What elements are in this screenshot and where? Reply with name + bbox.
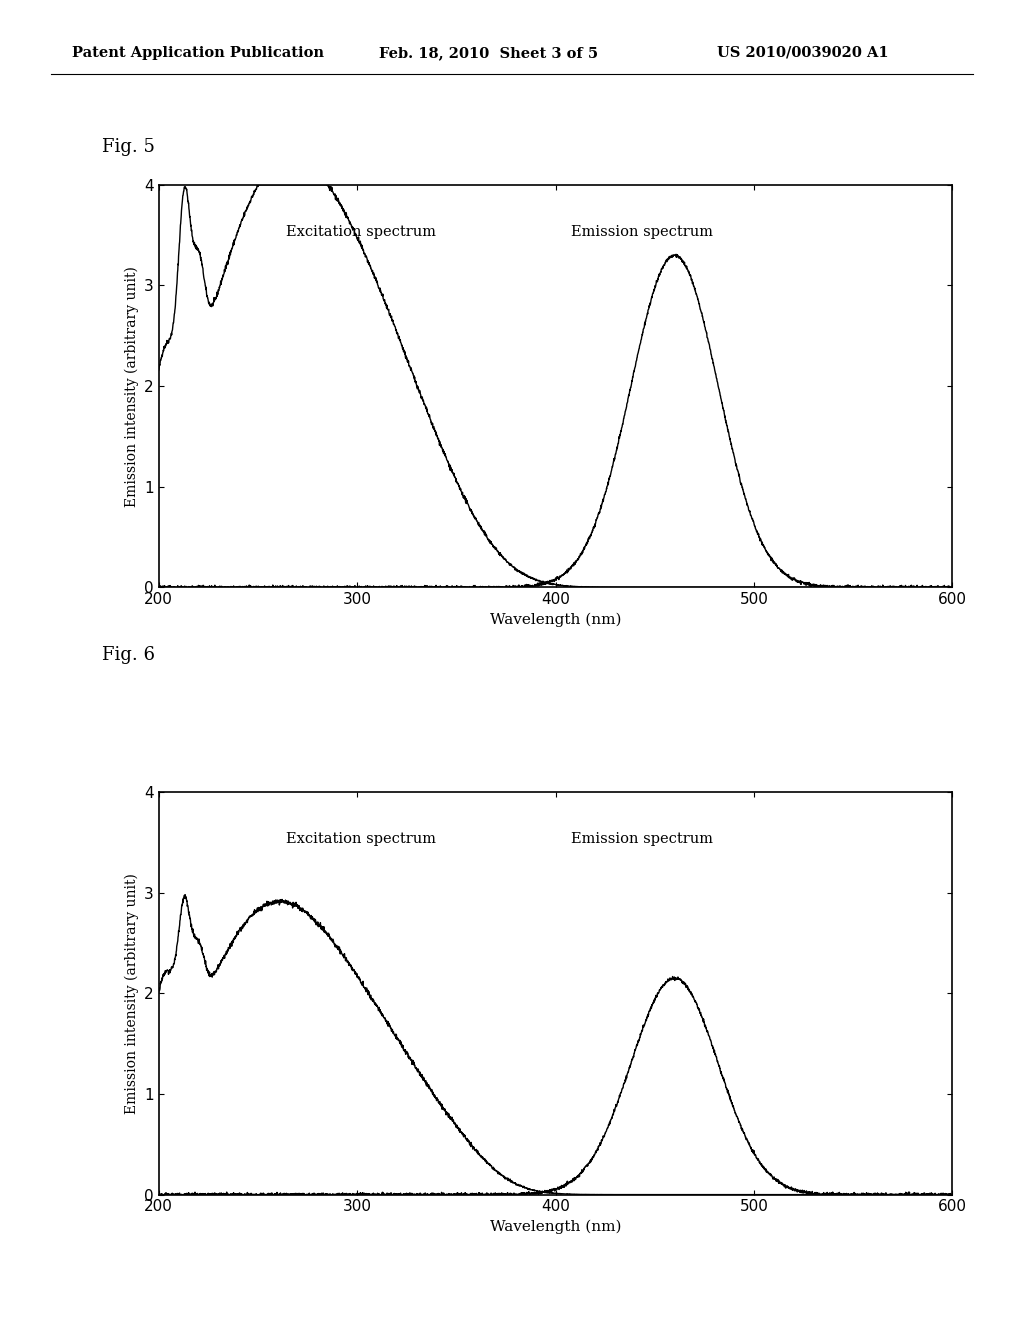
Text: Emission spectrum: Emission spectrum [571,833,714,846]
Text: Emission spectrum: Emission spectrum [571,224,714,239]
Text: US 2010/0039020 A1: US 2010/0039020 A1 [717,46,889,59]
Text: Excitation spectrum: Excitation spectrum [286,224,435,239]
X-axis label: Wavelength (nm): Wavelength (nm) [489,1220,622,1234]
Text: Feb. 18, 2010  Sheet 3 of 5: Feb. 18, 2010 Sheet 3 of 5 [379,46,598,59]
Text: Excitation spectrum: Excitation spectrum [286,833,435,846]
Y-axis label: Emission intensity (arbitrary unit): Emission intensity (arbitrary unit) [124,873,138,1114]
Y-axis label: Emission intensity (arbitrary unit): Emission intensity (arbitrary unit) [124,265,138,507]
Text: Patent Application Publication: Patent Application Publication [72,46,324,59]
X-axis label: Wavelength (nm): Wavelength (nm) [489,612,622,627]
Text: Fig. 5: Fig. 5 [102,137,156,156]
Text: Fig. 6: Fig. 6 [102,645,156,664]
